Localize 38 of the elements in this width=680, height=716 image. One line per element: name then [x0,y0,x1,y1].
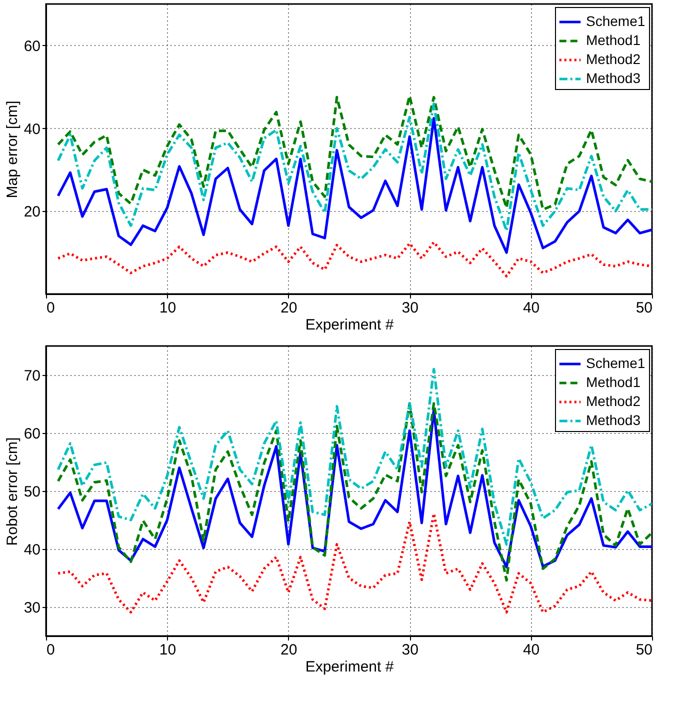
legend-label: Method1 [586,32,641,48]
legend-label: Scheme1 [586,355,646,371]
legend-label: Scheme1 [586,13,646,29]
y-tick-label: 70 [24,368,40,384]
legend-label: Method1 [586,374,641,390]
x-tick-label: 30 [402,300,418,316]
line-series [56,102,652,232]
y-tick-label: 20 [24,204,40,221]
x-tick-label: 40 [522,642,540,658]
x-tick-label: 20 [280,300,298,316]
line-series [56,94,652,211]
y-axis-title: Map error [cm] [4,100,21,198]
y-tick-label: 60 [24,426,40,442]
y-tick-label: 40 [24,120,40,138]
legend-label: Method3 [586,70,641,86]
x-tick-label: 50 [636,300,652,316]
x-tick-label: 40 [522,300,540,316]
line-series [56,368,652,546]
x-tick-label: 20 [280,642,298,658]
y-axis-title: Robot error [cm] [4,437,21,546]
line-series [56,240,652,278]
line-series [56,117,652,254]
y-tick-label: 60 [24,38,40,55]
y-tick-label: 30 [24,600,40,616]
x-tick-label: 50 [636,642,652,658]
x-tick-label: 10 [159,642,176,658]
line-series [56,512,652,614]
x-axis-title: Experiment # [305,658,394,676]
y-tick-label: 50 [24,484,40,500]
x-tick-label: 30 [402,642,418,658]
legend-label: Method3 [586,412,641,428]
x-tick-label: 10 [159,300,176,316]
legend-label: Method2 [586,51,641,67]
x-tick-label: 0 [46,300,55,316]
legend-label: Method2 [586,393,641,409]
x-axis-title: Experiment # [305,316,394,334]
y-tick-label: 40 [24,542,40,558]
x-tick-label: 0 [46,642,55,658]
